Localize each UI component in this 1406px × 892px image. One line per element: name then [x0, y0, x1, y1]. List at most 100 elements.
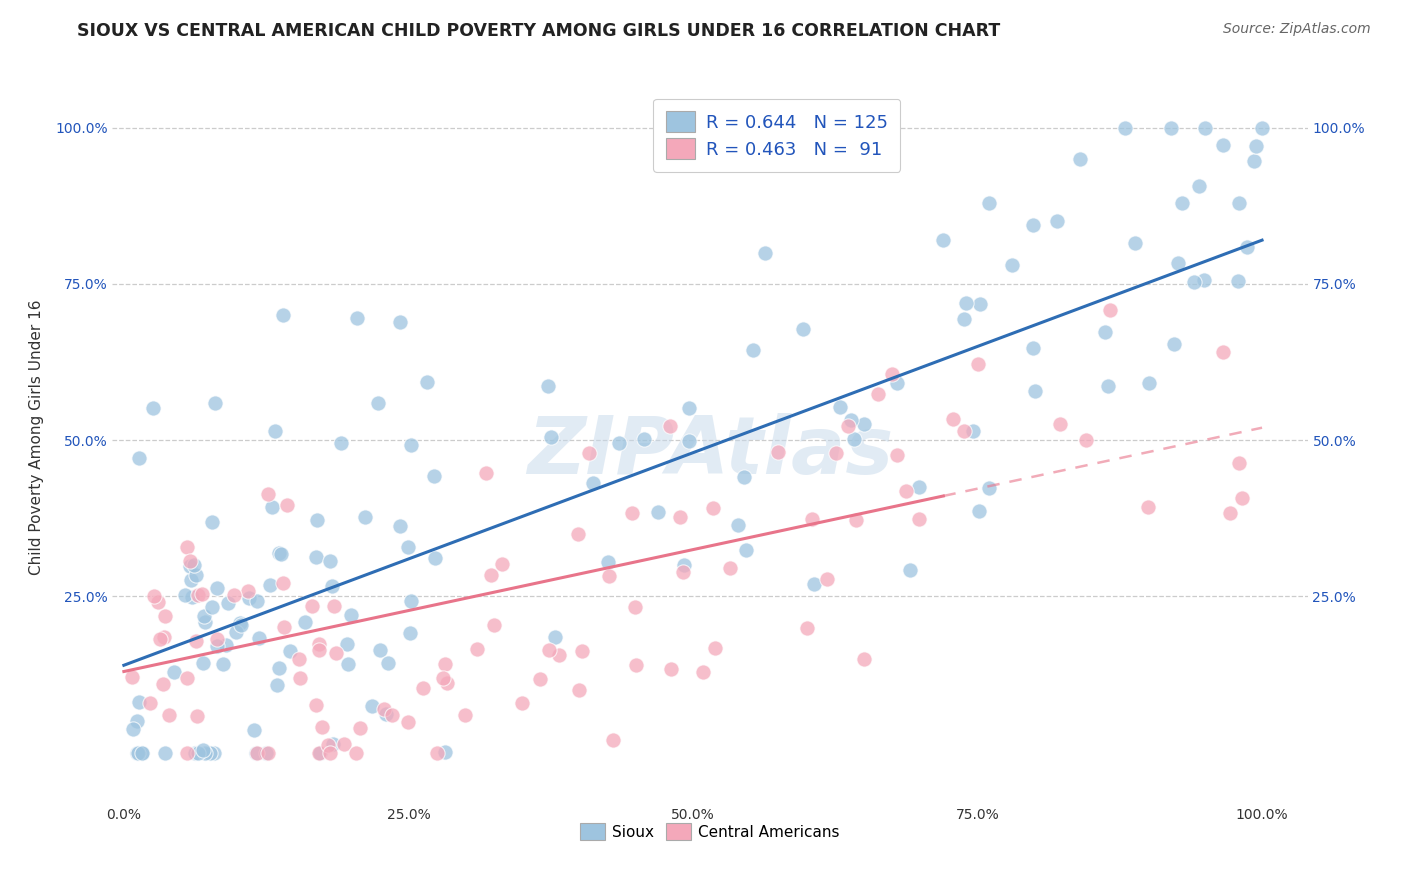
Point: [567, 527, 589, 541]
Point: [377, 657, 399, 671]
Point: [276, 498, 298, 512]
Point: [942, 412, 965, 426]
Point: [271, 308, 294, 322]
Point: [308, 746, 330, 760]
Point: [148, 632, 170, 646]
Point: [886, 376, 908, 391]
Point: [243, 723, 266, 738]
Point: [131, 746, 153, 760]
Point: [388, 316, 411, 330]
Point: [1069, 152, 1091, 166]
Point: [1167, 256, 1189, 270]
Point: [598, 569, 620, 583]
Point: [131, 746, 153, 760]
Point: [803, 577, 825, 591]
Point: [423, 468, 446, 483]
Point: [1160, 120, 1182, 135]
Point: [1184, 275, 1206, 289]
Point: [262, 500, 284, 514]
Point: [1227, 195, 1250, 210]
Point: [308, 746, 330, 760]
Point: [510, 696, 533, 710]
Point: [537, 379, 560, 393]
Point: [201, 516, 224, 530]
Point: [484, 618, 506, 632]
Point: [1137, 376, 1160, 390]
Point: [202, 746, 225, 760]
Point: [896, 483, 918, 498]
Point: [540, 430, 562, 444]
Point: [432, 671, 454, 685]
Point: [953, 312, 976, 326]
Point: [1226, 274, 1249, 288]
Point: [624, 599, 647, 614]
Point: [308, 642, 330, 657]
Point: [953, 424, 976, 438]
Point: [544, 630, 567, 644]
Point: [139, 696, 162, 710]
Point: [367, 396, 389, 410]
Point: [479, 568, 502, 582]
Point: [180, 573, 202, 587]
Point: [647, 504, 669, 518]
Point: [311, 720, 333, 734]
Point: [734, 542, 756, 557]
Point: [1251, 120, 1274, 135]
Point: [336, 637, 359, 651]
Point: [633, 432, 655, 446]
Point: [955, 295, 977, 310]
Point: [179, 558, 201, 573]
Point: [672, 566, 695, 580]
Point: [224, 588, 246, 602]
Point: [839, 413, 862, 427]
Point: [205, 581, 228, 595]
Point: [399, 594, 422, 608]
Point: [211, 657, 233, 671]
Point: [128, 695, 150, 709]
Point: [308, 638, 330, 652]
Point: [157, 707, 180, 722]
Point: [1212, 137, 1234, 152]
Point: [143, 589, 166, 603]
Point: [267, 660, 290, 674]
Point: [607, 436, 630, 450]
Point: [727, 518, 749, 533]
Point: [246, 746, 269, 760]
Point: [194, 615, 217, 630]
Point: [1236, 240, 1258, 254]
Point: [373, 702, 395, 716]
Point: [193, 656, 215, 670]
Point: [1230, 491, 1253, 506]
Point: [1194, 120, 1216, 135]
Point: [578, 446, 600, 460]
Point: [254, 746, 277, 760]
Point: [128, 450, 150, 465]
Point: [325, 646, 347, 660]
Point: [880, 367, 903, 381]
Point: [179, 554, 201, 568]
Point: [247, 631, 270, 645]
Text: Source: ZipAtlas.com: Source: ZipAtlas.com: [1223, 22, 1371, 37]
Point: [1243, 154, 1265, 169]
Point: [191, 743, 214, 757]
Point: [174, 588, 197, 602]
Point: [1024, 384, 1046, 399]
Point: [703, 641, 725, 656]
Point: [257, 746, 280, 760]
Point: [718, 560, 741, 574]
Point: [142, 401, 165, 415]
Point: [842, 432, 865, 446]
Point: [1099, 303, 1122, 318]
Point: [1123, 236, 1146, 251]
Point: [340, 608, 363, 623]
Point: [898, 563, 921, 577]
Point: [1212, 345, 1234, 359]
Text: SIOUX VS CENTRAL AMERICAN CHILD POVERTY AMONG GIRLS UNDER 16 CORRELATION CHART: SIOUX VS CENTRAL AMERICAN CHILD POVERTY …: [77, 22, 1001, 40]
Point: [568, 683, 591, 698]
Point: [264, 425, 287, 439]
Point: [184, 746, 207, 760]
Point: [266, 678, 288, 692]
Point: [754, 246, 776, 260]
Point: [399, 438, 422, 452]
Point: [346, 311, 368, 326]
